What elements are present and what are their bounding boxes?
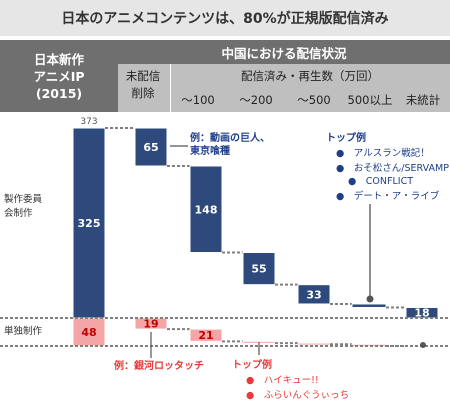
value-label-independent-0: 48: [81, 326, 96, 339]
header-released: 配信済み・再生数（万回）: [241, 69, 379, 83]
header-new-anime-ip: 日本新作 アニメIP (2015): [0, 40, 118, 112]
header-bin-2: ～200: [239, 93, 273, 107]
independent-end-dot: [420, 342, 426, 348]
header-bin-4: 500以上: [347, 93, 393, 107]
annotation-2-dot: [366, 295, 374, 303]
bar-committee-2: [189, 165, 223, 254]
annotation-2-line-3: ● おそ松さん/SERVAMP: [336, 162, 449, 174]
bar-committee-1: [134, 127, 168, 167]
annotation-4-line-2: ● ハイキュー!!: [246, 375, 319, 386]
header-subcolumns: 未配信 削除 配信済み・再生数（万回） ～100 ～200 ～500 500以上…: [118, 64, 450, 112]
value-label-independent-1: 19: [143, 318, 158, 331]
header-bin-1: ～100: [181, 93, 215, 107]
bar-independent-0: [72, 317, 106, 347]
header-divider: [170, 64, 171, 112]
header-unreleased-line-1: 未配信: [125, 69, 161, 83]
left-label-independent: 単独制作: [4, 325, 43, 337]
page-title: 日本のアニメコンテンツは、80%が正規版配信済み: [0, 0, 450, 36]
annotation-4-line-3: ● ふらいんぐうぃっち: [246, 390, 349, 401]
header-unreleased: 未配信 削除: [118, 68, 168, 102]
bar-independent-4: [297, 342, 331, 346]
bar-independent-2: [189, 328, 223, 342]
total-label: 373: [80, 117, 97, 127]
header-left-line-3: (2015): [35, 85, 83, 101]
value-label-committee-4: 33: [306, 288, 321, 301]
header-bin-3: ～500: [297, 93, 331, 107]
header-china-distribution: 中国における配信状況: [118, 40, 450, 64]
left-label-committee-line-2: 会制作: [4, 207, 33, 219]
annotation-3-line-1: 例：銀河ロッタッチ: [114, 359, 204, 372]
annotation-4-line-1: トップ例: [232, 358, 272, 371]
header-left-line-2: アニメIP: [33, 68, 85, 84]
left-label-committee-line-1: 製作委員: [4, 193, 43, 205]
annotation-2-line-5: ● デート・ア・ライブ: [336, 190, 440, 202]
annotation-1-line-2: 東京喰種: [190, 144, 230, 157]
value-label-committee-3: 55: [251, 263, 266, 276]
value-label-committee-1: 65: [143, 141, 158, 154]
value-label-committee-6: 18: [414, 307, 429, 320]
annotation-2-line-1: トップ例: [326, 131, 366, 144]
bar-committee-3: [242, 252, 276, 286]
annotation-2-line-4: ● CONFLICT: [348, 176, 413, 187]
bar-committee-5: [351, 303, 387, 308]
header-left-line-1: 日本新作: [33, 51, 84, 67]
annotation-1-line-1: 例：動画の巨人、: [190, 131, 270, 144]
header-bin-5: 未統計: [405, 93, 441, 107]
bar-committee-4: [297, 284, 331, 305]
annotation-2-line-2: ● アルスラン戦記！: [336, 147, 430, 159]
value-label-committee-0: 325: [78, 217, 101, 230]
header-unreleased-line-2: 削除: [131, 86, 155, 100]
value-label-committee-2: 148: [195, 203, 218, 216]
value-label-independent-2: 21: [198, 329, 213, 342]
